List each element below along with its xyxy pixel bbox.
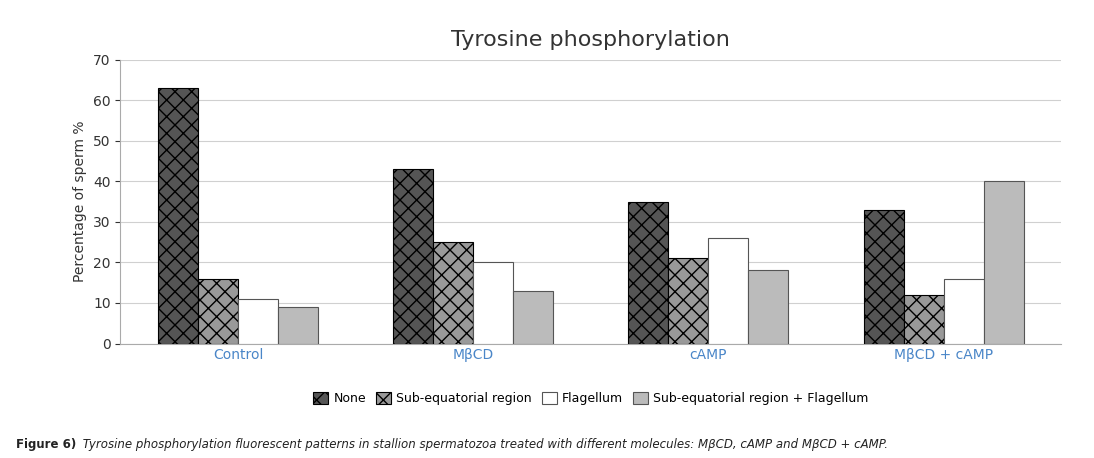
Bar [393,169,433,344]
Bar [238,299,278,344]
Bar [198,278,238,344]
Bar [863,210,904,344]
Bar [709,238,748,344]
Bar [278,307,318,344]
Bar [904,295,943,344]
Bar [433,242,474,344]
Bar [158,88,198,344]
Bar [473,262,513,344]
Legend: None, Sub-equatorial region, Flagellum, Sub-equatorial region + Flagellum: None, Sub-equatorial region, Flagellum, … [313,393,869,405]
Bar [628,202,668,344]
Bar [748,271,789,344]
Bar [943,278,984,344]
Bar [668,258,709,344]
Title: Tyrosine phosphorylation: Tyrosine phosphorylation [452,30,730,49]
Y-axis label: Percentage of sperm %: Percentage of sperm % [73,121,88,282]
Bar [513,291,554,344]
Text: Figure 6): Figure 6) [16,438,77,451]
Bar [984,181,1024,344]
Text: Tyrosine phosphorylation fluorescent patterns in stallion spermatozoa treated wi: Tyrosine phosphorylation fluorescent pat… [79,438,887,451]
